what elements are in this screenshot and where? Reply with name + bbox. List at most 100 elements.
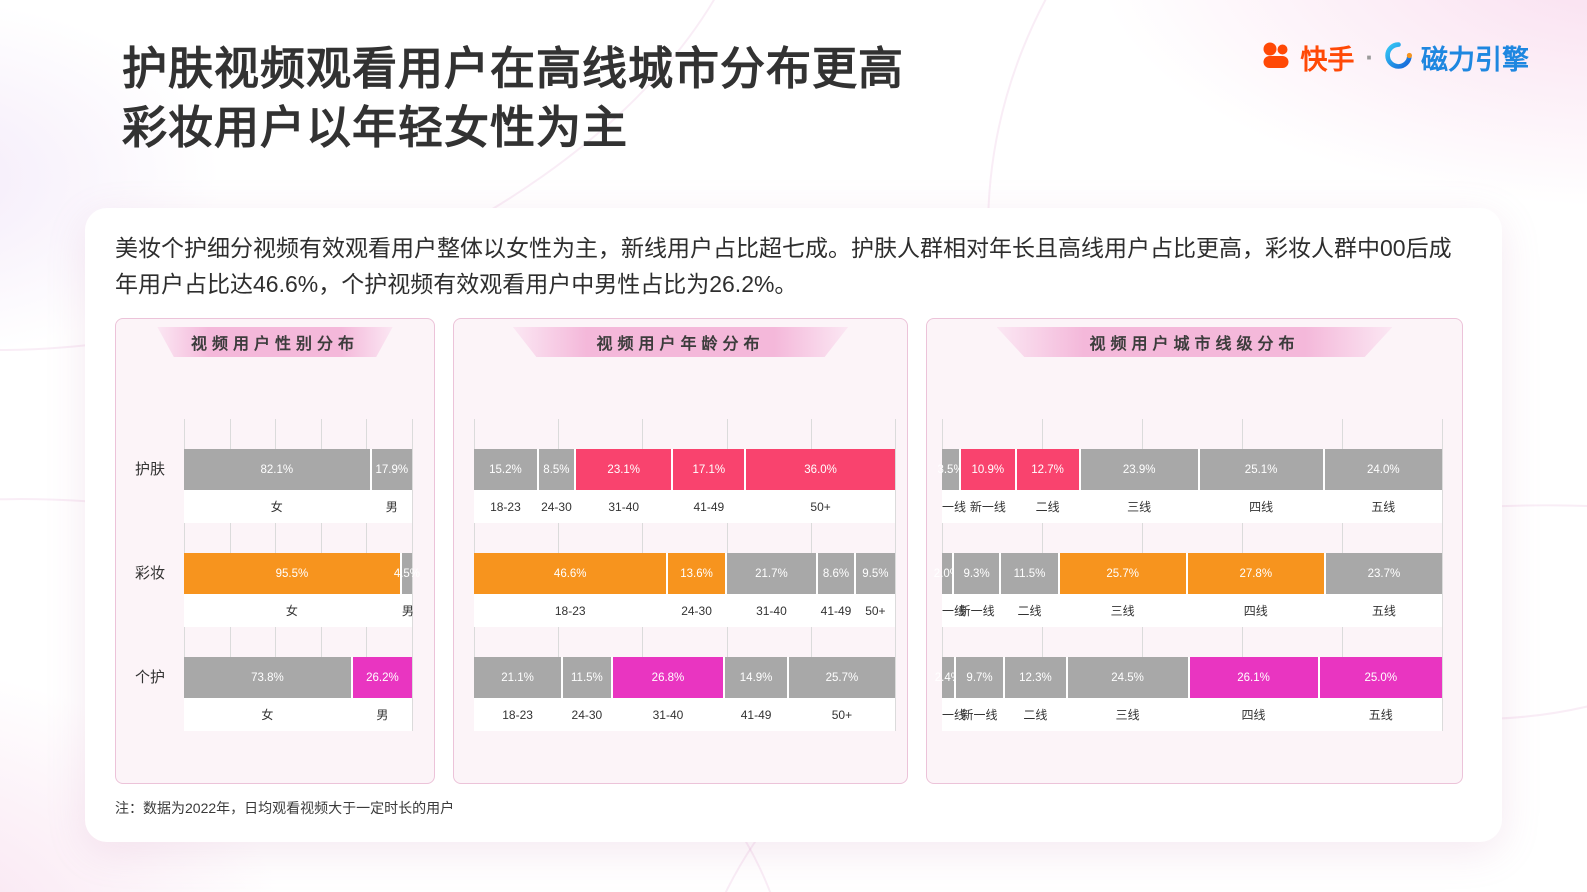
bar-segment: 11.5% [561, 657, 611, 698]
bar-area: 2.0% 9.3% 11.5% 25.7% 27.8% 23.7% 一线 新一线 二线 三线 四线 五… [934, 553, 1442, 627]
bar-segment: 17.9% [369, 449, 412, 490]
stacked-bar: 3.5% 10.9% 12.7% 23.9% 25.1% 24.0% [937, 449, 1443, 490]
segment-value: 10.9% [971, 463, 1005, 476]
category-labels: 女男 [184, 698, 412, 731]
bar-segment: 23.9% [1078, 449, 1198, 490]
category-label: 四线 [1243, 604, 1268, 618]
category-label: 三线 [1127, 500, 1152, 514]
bar-segment: 23.1% [573, 449, 672, 490]
chart-row: 彩妆 95.5% 4.5% 女男 [116, 553, 434, 627]
panel-city-tier-distribution: 视频用户城市线级分布 3.5% 10.9% 12.7% 23.9% 25.1% 24.0%… [926, 318, 1463, 784]
bar-segment: 2.4% [935, 657, 961, 698]
bar-segment: 17.1% [671, 449, 745, 490]
category-label: 41-49 [693, 499, 725, 514]
row-label [927, 657, 942, 731]
category-label: 四线 [1249, 500, 1274, 514]
category-label: 24-30 [541, 499, 572, 514]
segment-value: 23.9% [1122, 463, 1156, 476]
kuaishou-logo-icon [1261, 42, 1291, 74]
brand-logos: 快手 · 磁力引擎 [1261, 38, 1529, 77]
bar-segment: 25.7% [1057, 553, 1186, 594]
bar-segment: 21.7% [724, 553, 817, 594]
summary-paragraph: 美妆个护细分视频有效观看用户整体以女性为主，新线用户占比超七成。护肤人群相对年长… [115, 235, 1452, 297]
chart-panels: 视频用户性别分布 护肤 82.1% 17.9% 女男彩妆 95.5% 4.5% 女男个护 73… [115, 318, 1472, 784]
bar-segment: 24.0% [1322, 449, 1443, 490]
stacked-bar: 46.6% 13.6% 21.7% 8.6% 9.5% [474, 553, 895, 594]
bar-segment: 9.5% [853, 553, 895, 594]
category-label: 50+ [831, 707, 853, 722]
category-labels: 18-23 24-30 31-40 41-49 50+ [474, 594, 895, 627]
segment-value: 13.6% [680, 567, 713, 580]
category-labels: 女男 [184, 490, 412, 523]
chart-row: 2.4% 9.7% 12.3% 24.5% 26.1% 25.0% 一线 新一线 二线 三线 四线 五… [927, 657, 1462, 731]
segment-value: 25.7% [1106, 567, 1139, 580]
category-labels: 一线 新一线 二线 三线 四线 五线 [942, 698, 1442, 731]
bar-segment: 73.8% [184, 657, 351, 698]
footnote: 注：数据为2022年，日均观看视频大于一定时长的用户 [115, 800, 455, 816]
segment-value: 21.7% [755, 567, 788, 580]
segment-value: 4.5% [393, 567, 421, 580]
bar-segment: 14.9% [723, 657, 787, 698]
category-labels: 一线 新一线 二线 三线 四线 五线 [942, 594, 1442, 627]
segment-value: 24.0% [1366, 463, 1400, 476]
stacked-bar: 82.1% 17.9% [184, 449, 412, 490]
segment-value: 9.3% [963, 567, 990, 580]
stacked-bar: 21.1% 11.5% 26.8% 14.9% 25.7% [474, 657, 895, 698]
bar-segment: 9.7% [953, 657, 1004, 698]
stacked-bar: 95.5% 4.5% [184, 553, 420, 594]
panel-gender-distribution: 视频用户性别分布 护肤 82.1% 17.9% 女男彩妆 95.5% 4.5% 女男个护 73… [115, 318, 435, 784]
category-label: 五线 [1371, 604, 1396, 618]
category-label: 女 [285, 604, 298, 618]
bar-segment: 11.5% [999, 553, 1058, 594]
category-label: 24-30 [571, 707, 603, 722]
segment-value: 73.8% [251, 671, 284, 684]
segment-value: 17.1% [692, 463, 726, 476]
bar-segment: 3.5% [937, 449, 964, 490]
panel-gender-title: 视频用户性别分布 [157, 327, 393, 357]
bar-area: 15.2% 8.5% 23.1% 17.1% 36.0% 18-23 24-30 31-40 4… [474, 449, 895, 523]
segment-value: 15.2% [489, 463, 522, 476]
category-label: 31-40 [756, 603, 787, 618]
category-label: 50+ [810, 499, 831, 514]
bar-area: 21.1% 11.5% 26.8% 14.9% 25.7% 18-23 24-30 31-40… [474, 657, 895, 731]
category-label: 新一线 [961, 708, 998, 722]
segment-value: 23.7% [1367, 567, 1401, 580]
category-label: 二线 [1035, 500, 1060, 514]
page-title: 护肤视频观看用户在高线城市分布更高 彩妆用户以年轻女性为主 [122, 40, 904, 157]
category-label: 女 [261, 708, 274, 722]
category-label: 41-49 [820, 603, 852, 618]
stacked-bar: 73.8% 26.2% [184, 657, 412, 698]
category-label: 五线 [1371, 500, 1396, 514]
segment-value: 23.1% [607, 463, 641, 476]
bar-segment: 8.6% [816, 553, 854, 594]
category-label: 18-23 [502, 707, 533, 722]
category-label: 男 [376, 708, 389, 722]
bar-segment: 26.8% [610, 657, 724, 698]
category-label: 二线 [1017, 604, 1042, 618]
row-label [927, 449, 942, 523]
magnetic-engine-logo-icon [1385, 41, 1412, 74]
category-label: 新一线 [958, 604, 995, 618]
gridline [1442, 419, 1443, 731]
segment-value: 17.9% [375, 463, 409, 476]
panel-age-title: 视频用户年龄分布 [512, 327, 849, 357]
row-label: 护肤 [134, 461, 165, 478]
row-label [454, 553, 474, 627]
bar-area: 2.4% 9.7% 12.3% 24.5% 26.1% 25.0% 一线 新一线 二线 三线 四线 五… [935, 657, 1442, 731]
bar-segment: 9.3% [951, 553, 1000, 594]
category-label: 三线 [1110, 604, 1135, 618]
segment-value: 25.7% [825, 671, 859, 684]
chart-row: 15.2% 8.5% 23.1% 17.1% 36.0% 18-23 24-30 31-40 4… [454, 449, 907, 523]
segment-value: 11.5% [571, 671, 603, 684]
chart-row: 护肤 82.1% 17.9% 女男 [116, 449, 434, 523]
bar-area: 73.8% 26.2% 女男 [184, 657, 412, 731]
segment-value: 8.5% [543, 463, 570, 476]
row-label: 个护 [134, 669, 165, 686]
bar-area: 46.6% 13.6% 21.7% 8.6% 9.5% 18-23 24-30 31-40 41… [474, 553, 895, 627]
category-label: 新一线 [969, 500, 1006, 514]
category-labels: 18-23 24-30 31-40 41-49 50+ [474, 490, 895, 523]
segment-value: 26.1% [1237, 671, 1270, 684]
category-label: 31-40 [652, 707, 684, 722]
bar-segment: 15.2% [474, 449, 537, 490]
